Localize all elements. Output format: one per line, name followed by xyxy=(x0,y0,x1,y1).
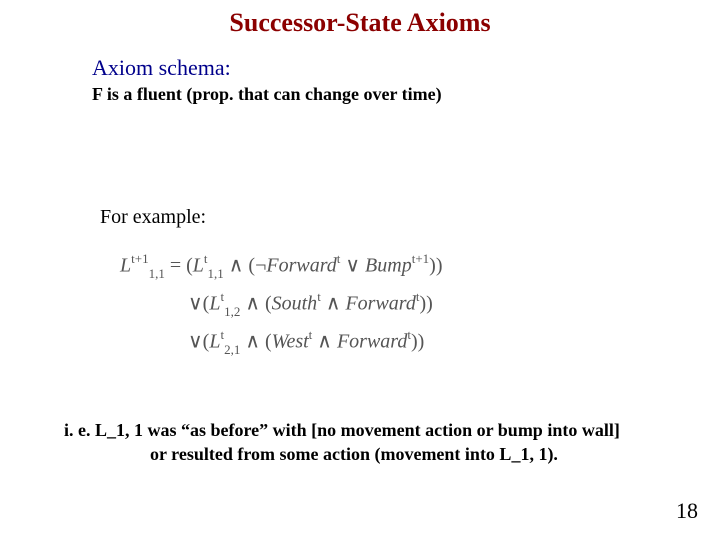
formula-l1-a-sub: 1,1 xyxy=(208,266,224,281)
formula-l2-and2: ∧ xyxy=(321,293,346,315)
formula-l3-west: West xyxy=(272,331,309,353)
formula-line-2: ∨(Lt1,2 ∧ (Southt ∧ Forwardt)) xyxy=(188,290,433,319)
explanation-line-1: i. e. L_1, 1 was “as before” with [no mo… xyxy=(64,420,620,441)
formula-eq: = xyxy=(165,255,186,277)
formula-l2-fwd-sup: t xyxy=(416,289,420,304)
formula-l1-and: ∧ xyxy=(224,255,249,277)
formula-l1-open: ( xyxy=(186,255,193,277)
page-number: 18 xyxy=(676,498,698,524)
formula-l1-bump-sup: t+1 xyxy=(412,251,429,266)
formula-l3-a-sup: t xyxy=(220,327,224,342)
formula-lhs-base: L xyxy=(120,255,131,277)
formula-lhs-sub: 1,1 xyxy=(149,266,165,281)
slide: Successor-State Axioms Axiom schema: F i… xyxy=(0,0,720,540)
formula-l1-bump: Bump xyxy=(365,255,412,277)
slide-title: Successor-State Axioms xyxy=(0,8,720,38)
formula-l3-fwd: Forward xyxy=(337,331,407,353)
formula-l2-close: )) xyxy=(419,293,432,315)
formula-l1-a-sup: t xyxy=(204,251,208,266)
formula-l2-a-sup: t xyxy=(220,289,224,304)
formula-l1-close: )) xyxy=(429,255,442,277)
formula-l1-a-base: L xyxy=(193,255,204,277)
formula-l3-close: )) xyxy=(411,331,424,353)
formula-lhs-sup: t+1 xyxy=(131,251,148,266)
formula-l2-popen: ( xyxy=(265,293,272,315)
formula-l3-and2: ∧ xyxy=(312,331,337,353)
formula-l3-or: ∨( xyxy=(188,331,209,353)
formula-l3-fwd-sup: t xyxy=(407,327,411,342)
formula-line-3: ∨(Lt2,1 ∧ (Westt ∧ Forwardt)) xyxy=(188,328,424,357)
explanation-line-2: or resulted from some action (movement i… xyxy=(150,444,558,465)
for-example-label: For example: xyxy=(100,206,206,229)
formula-l3-west-sup: t xyxy=(309,327,313,342)
formula-line-1: Lt+11,1 = (Lt1,1 ∧ (¬Forwardt ∨ Bumpt+1)… xyxy=(120,252,442,281)
formula-l3-popen: ( xyxy=(265,331,272,353)
formula-l2-fwd: Forward xyxy=(345,293,415,315)
formula-l1-fwd: Forward xyxy=(266,255,336,277)
formula-l1-popen: (¬ xyxy=(248,255,266,277)
formula-l2-a-base: L xyxy=(209,293,220,315)
axiom-schema-label: Axiom schema: xyxy=(92,55,231,81)
formula-l3-a-base: L xyxy=(209,331,220,353)
formula-l2-or: ∨( xyxy=(188,293,209,315)
formula-l2-south-sup: t xyxy=(317,289,321,304)
formula-l3-and1: ∧ xyxy=(240,331,265,353)
fluent-definition: F is a fluent (prop. that can change ove… xyxy=(92,84,442,105)
formula-l1-fwd-sup: t xyxy=(337,251,341,266)
formula-l2-a-sub: 1,2 xyxy=(224,304,240,319)
formula-l2-and1: ∧ xyxy=(240,293,265,315)
formula-l3-a-sub: 2,1 xyxy=(224,342,240,357)
formula-l2-south: South xyxy=(272,293,318,315)
formula-l1-or: ∨ xyxy=(340,255,365,277)
